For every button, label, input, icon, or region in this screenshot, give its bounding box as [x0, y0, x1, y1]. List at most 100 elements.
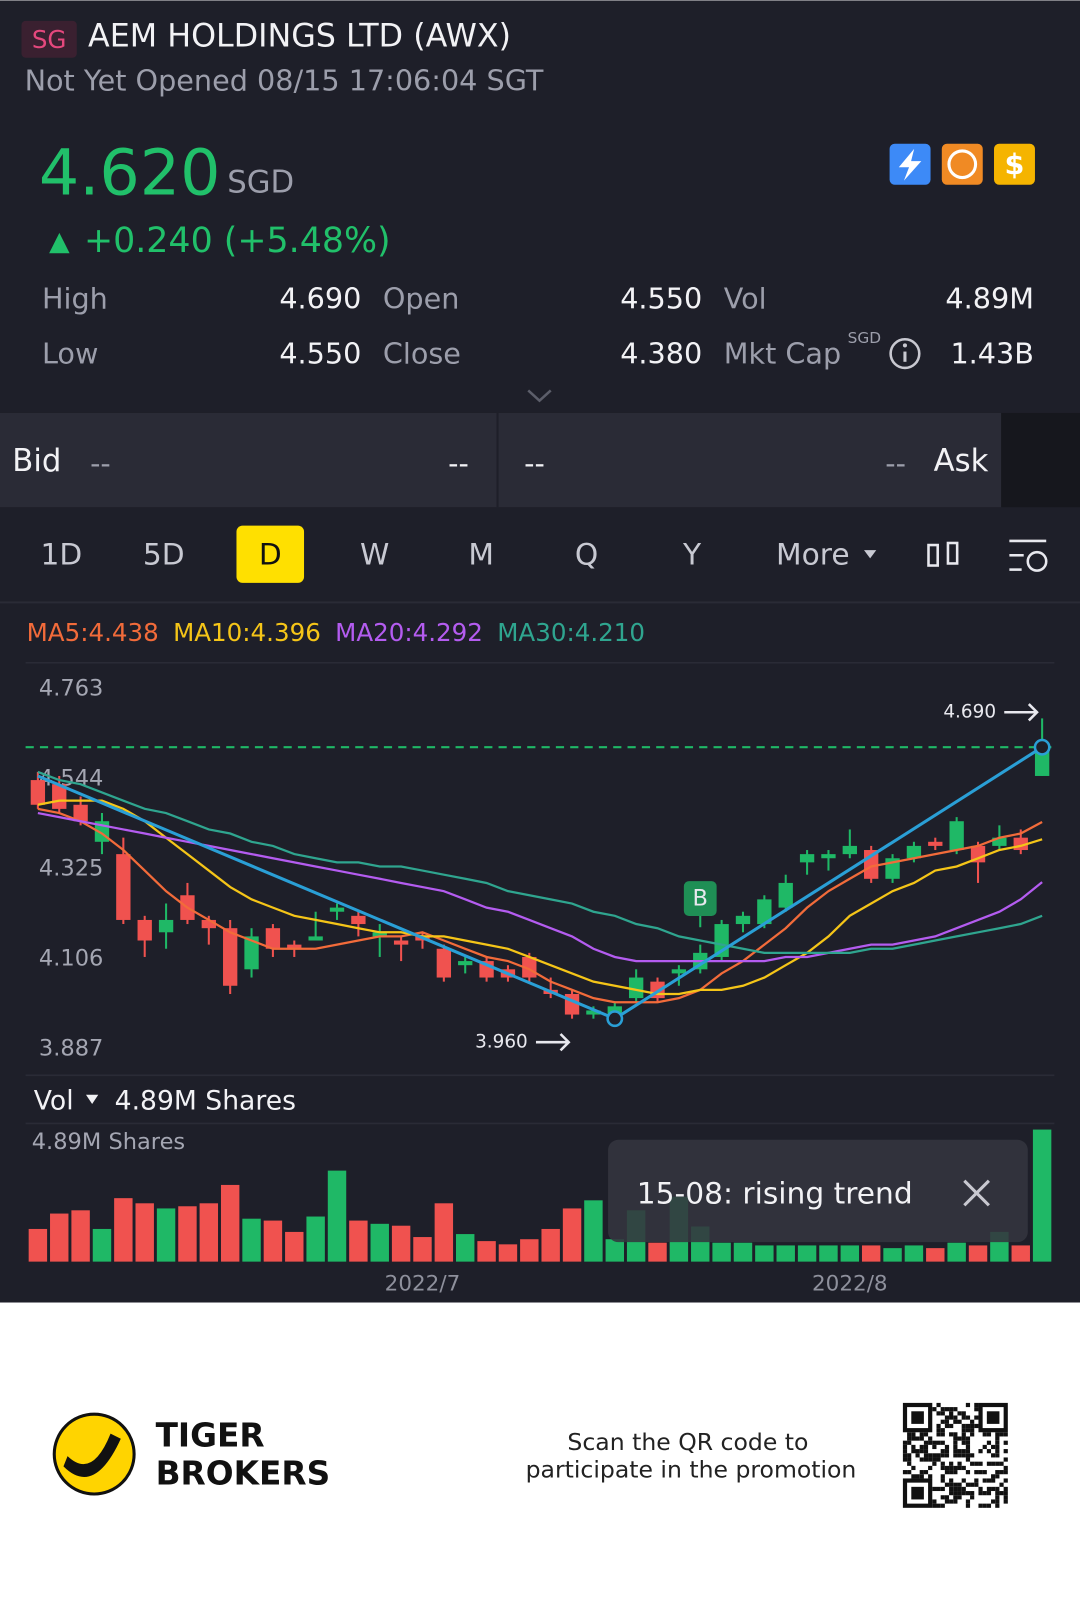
stat-value: 4.690: [279, 281, 361, 315]
volume-bar: [263, 1220, 283, 1262]
period-tab[interactable]: 1D: [41, 537, 83, 572]
tooltip-close[interactable]: [963, 1179, 990, 1207]
candle-body: [799, 854, 815, 863]
qr-module: [953, 1465, 958, 1471]
qr-module: [953, 1495, 958, 1500]
ask-label: Ask: [934, 443, 989, 479]
qr-module: [944, 1444, 950, 1450]
qr-module: [1003, 1491, 1008, 1496]
volume-title[interactable]: Vol: [34, 1085, 74, 1116]
volume-bar: [755, 1245, 774, 1262]
qr-module: [986, 1449, 992, 1454]
qr-module: [911, 1474, 916, 1479]
qr-module: [957, 1436, 962, 1441]
extreme-label: 4.690: [943, 702, 996, 723]
info-icon[interactable]: [889, 337, 921, 370]
qr-module: [911, 1465, 916, 1471]
qr-module: [965, 1440, 971, 1445]
qr-module: [965, 1491, 971, 1496]
period-tab[interactable]: Y: [682, 537, 702, 572]
candle-body: [628, 977, 644, 999]
feature-icon-glyph: $: [1005, 147, 1025, 181]
feature-icon[interactable]: [994, 143, 1035, 185]
candle-body: [308, 936, 323, 941]
market-status: Not Yet Opened 08/15 17:06:04 SGT: [25, 63, 544, 97]
indicator-settings-icon[interactable]: [1009, 539, 1048, 572]
order-book: [0, 412, 1002, 508]
qr-module: [995, 1436, 1000, 1441]
qr-module: [902, 1440, 908, 1445]
signal-badge[interactable]: [683, 881, 717, 916]
qr-module: [965, 1449, 971, 1454]
qr-module: [940, 1461, 945, 1466]
signal-label: B: [693, 886, 708, 912]
volume-bar: [370, 1223, 389, 1262]
volume-bar: [840, 1245, 860, 1262]
period-tab[interactable]: W: [360, 537, 389, 572]
qr-module: [965, 1503, 971, 1508]
qr-module: [949, 1423, 954, 1429]
trendline-anchor[interactable]: [1033, 738, 1051, 756]
period-tab[interactable]: M: [468, 537, 494, 572]
qr-module: [974, 1407, 979, 1412]
legend-entry: MA20:4.292: [335, 618, 483, 647]
period-tab-active[interactable]: [236, 525, 305, 583]
volume-subtitle: 4.89M Shares: [115, 1085, 296, 1116]
volume-bar: [114, 1198, 133, 1262]
qr-module: [995, 1491, 1000, 1496]
qr-module: [923, 1440, 929, 1445]
qr-module: [986, 1491, 992, 1496]
candle-body: [928, 841, 943, 846]
qr-module: [953, 1449, 958, 1454]
qr-code: [902, 1402, 1008, 1508]
qr-module: [949, 1499, 954, 1504]
trendline-anchor[interactable]: [606, 1010, 624, 1028]
qr-module: [911, 1436, 916, 1441]
qr-module: [1003, 1478, 1008, 1483]
chart-type-icon[interactable]: [927, 541, 959, 567]
qr-module: [965, 1415, 971, 1420]
qr-module: [953, 1436, 958, 1441]
qr-module: [970, 1453, 975, 1458]
qr-module: [940, 1428, 945, 1433]
footer-background: [0, 1302, 1080, 1605]
period-tab[interactable]: More: [776, 537, 850, 572]
volume-bar: [92, 1228, 112, 1262]
qr-module: [995, 1470, 1000, 1475]
qr-module: [907, 1436, 912, 1441]
qr-module: [949, 1470, 954, 1475]
volume-bar: [391, 1225, 411, 1262]
period-tab[interactable]: D: [259, 537, 282, 572]
volume-bar: [1011, 1245, 1030, 1262]
qr-module: [949, 1491, 954, 1496]
qr-module: [986, 1461, 992, 1466]
qr-module: [982, 1478, 987, 1483]
qr-module: [965, 1457, 971, 1462]
qr-module: [944, 1465, 950, 1471]
candle-body: [393, 940, 409, 945]
bid-size: --: [448, 446, 469, 480]
qr-module: [936, 1486, 941, 1492]
qr-module: [982, 1503, 987, 1508]
period-tab[interactable]: Q: [575, 537, 598, 572]
volume-dropdown[interactable]: [85, 1094, 99, 1104]
qr-module: [991, 1474, 996, 1479]
volume-bar: [349, 1220, 368, 1262]
qr-module: [999, 1482, 1004, 1487]
bid-label: Bid: [12, 443, 61, 479]
qr-module: [995, 1474, 1000, 1479]
candle-body: [821, 854, 836, 859]
expand-chevron[interactable]: [527, 389, 552, 403]
period-tab[interactable]: 5D: [143, 537, 185, 572]
candle-body: [906, 845, 922, 859]
qr-module: [936, 1428, 941, 1433]
qr-module: [978, 1449, 983, 1454]
order-book-edge: [1001, 412, 1080, 508]
qr-module: [991, 1461, 996, 1466]
candle-body: [757, 899, 772, 925]
qr-module: [995, 1453, 1000, 1458]
volume-bar: [456, 1234, 475, 1262]
qr-module: [932, 1499, 937, 1504]
volume-chart: 4.89M Shares: [28, 1129, 1052, 1262]
